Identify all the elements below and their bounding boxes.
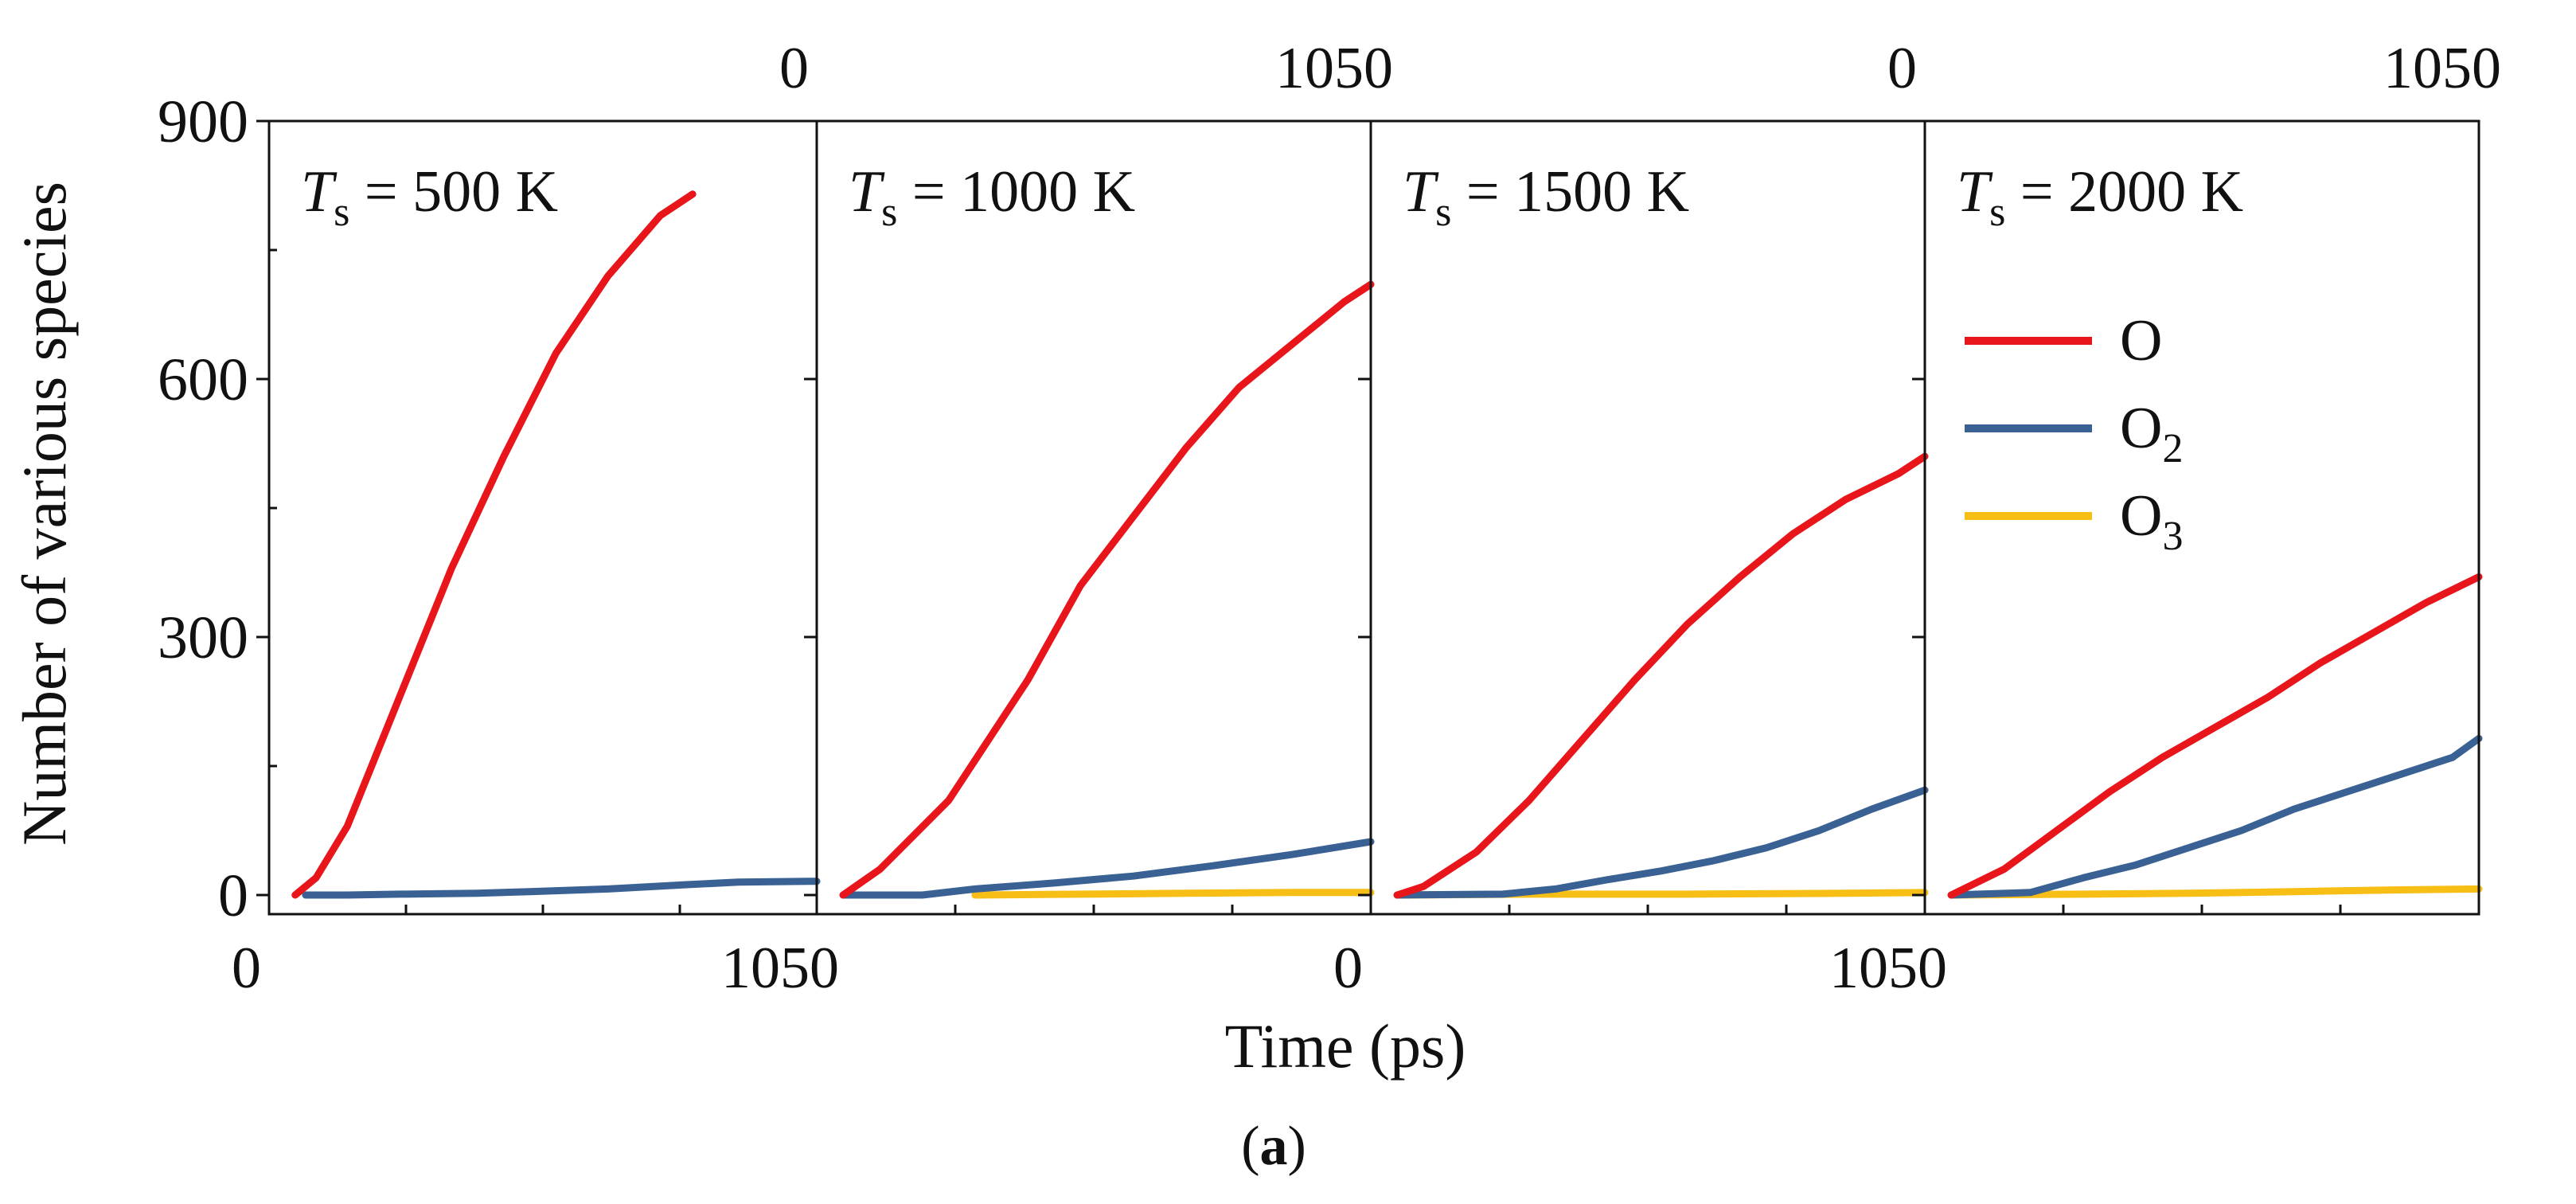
x-tick-label-top: 0: [1887, 36, 1917, 101]
series-line-o-panel-2: [839, 280, 1375, 899]
x-axis-label: Time (ps): [1225, 1011, 1466, 1081]
legend-label-base: O: [2120, 308, 2162, 373]
y-tick-label: 900: [158, 88, 248, 155]
plot-area: Ts = 500 K Ts = 1000 K Ts = 1500 K Ts = 200…: [158, 36, 2501, 1001]
plot-frame: [267, 119, 2480, 916]
legend-label-subscript: 2: [2162, 426, 2183, 471]
panel-label: (a): [1241, 1116, 1306, 1177]
panel-title-variable: T: [1957, 159, 1993, 225]
legend-label-base: O: [2120, 396, 2162, 461]
series-line-o2-panel-1: [302, 878, 821, 899]
series-line-o2-panel-4: [1947, 734, 2483, 899]
panel-title-3: Ts = 1500 K: [1403, 159, 1689, 235]
series-line-o-panel-1: [291, 190, 697, 899]
x-tick-label-top: 1050: [2383, 36, 2501, 101]
y-tick-label: 600: [158, 346, 248, 413]
legend-label-o3: O3: [2120, 483, 2183, 559]
panel-title-subscript: s: [881, 190, 897, 235]
panel-title-subscript: s: [334, 190, 349, 235]
legend-label-o: O: [2120, 308, 2162, 373]
series-line-o-panel-3: [1393, 452, 1929, 899]
y-tick-label: 0: [218, 862, 248, 929]
panel-label-letter: a: [1260, 1116, 1288, 1177]
y-axis-label: Number of various species: [10, 182, 79, 846]
x-tick-label-bottom: 0: [1333, 936, 1363, 1001]
x-tick-label-bottom: 0: [232, 936, 261, 1001]
panel-title-variable: T: [1403, 159, 1439, 225]
panel-title-4: Ts = 2000 K: [1957, 159, 2243, 235]
series-line-o-panel-4: [1947, 573, 2483, 899]
series-line-o3-panel-2: [971, 889, 1375, 899]
legend-label-subscript: 3: [2162, 514, 2183, 559]
series-line-o2-panel-2: [839, 838, 1375, 899]
y-tick-label: 300: [158, 604, 248, 671]
x-tick-label-top: 0: [779, 36, 809, 101]
panel-title-variable: T: [301, 159, 338, 225]
panel-title-subscript: s: [1435, 190, 1451, 235]
legend-label-base: O: [2120, 483, 2162, 549]
x-tick-label-bottom: 1050: [721, 936, 839, 1001]
panel-title-value: = 500 K: [349, 159, 558, 225]
series-line-o3-panel-4: [1947, 885, 2483, 899]
series-line-o2-panel-3: [1393, 786, 1929, 899]
panel-title-value: = 1000 K: [897, 159, 1135, 225]
panel-title-1: Ts = 500 K: [301, 159, 558, 235]
panel-title-value: = 1500 K: [1451, 159, 1689, 225]
panel-title-value: = 2000 K: [2005, 159, 2243, 225]
panel-title-subscript: s: [1989, 190, 2005, 235]
x-tick-label-top: 1050: [1275, 36, 1393, 101]
legend-label-o2: O2: [2120, 396, 2183, 471]
x-tick-label-bottom: 1050: [1829, 936, 1947, 1001]
panel-title-variable: T: [849, 159, 885, 225]
panel-title-2: Ts = 1000 K: [849, 159, 1135, 235]
